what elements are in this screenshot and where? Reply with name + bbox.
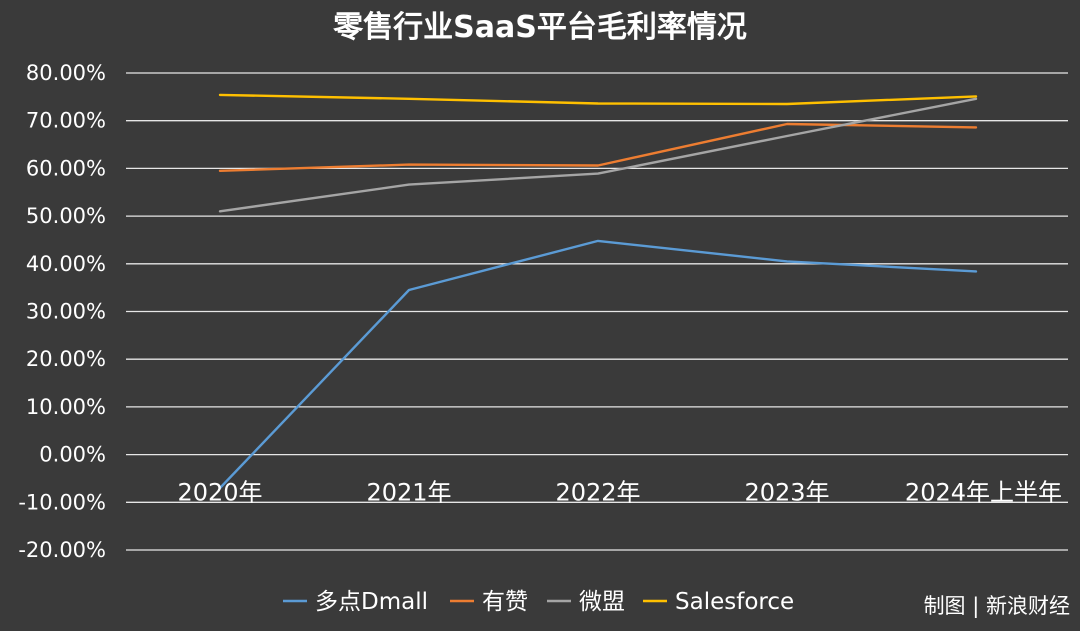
x-tick-label: 2021年 [366, 479, 451, 507]
x-axis-tick-labels: 2020年 2021年 2022年 2023年 2024年上半年 [177, 479, 1062, 507]
series-line-3 [218, 93, 978, 106]
chart-title: 零售行业SaaS平台毛利率情况 [333, 10, 747, 45]
series-lines [218, 93, 978, 490]
y-tick-label: 30.00% [26, 300, 106, 324]
x-tick-label: 2022年 [555, 479, 640, 507]
y-tick-label: 20.00% [26, 347, 106, 371]
credit-text: 制图 | 新浪财经 [924, 594, 1070, 619]
y-tick-label: -20.00% [18, 538, 106, 562]
legend-label-0: 多点Dmall [315, 589, 428, 615]
gridlines [126, 72, 1068, 551]
series-line-0 [218, 239, 978, 490]
y-tick-label: -10.00% [18, 490, 106, 514]
y-axis-tick-labels: -20.00% -10.00% 0.00% 10.00% 20.00% 30.00% 40.… [18, 61, 106, 562]
y-tick-label: 50.00% [26, 204, 106, 228]
legend-label-3: Salesforce [675, 589, 794, 615]
y-tick-label: 60.00% [26, 156, 106, 180]
y-tick-label: 80.00% [26, 61, 106, 85]
x-tick-label: 2020年 [177, 479, 262, 507]
x-tick-label: 2024年上半年 [905, 479, 1062, 507]
y-tick-label: 40.00% [26, 252, 106, 276]
legend: 多点Dmall 有赞 微盟 Salesforce [283, 589, 794, 615]
y-tick-label: 70.00% [26, 109, 106, 133]
legend-label-1: 有赞 [482, 589, 528, 615]
legend-label-2: 微盟 [579, 589, 625, 615]
series-line-1 [218, 122, 978, 173]
y-tick-label: 0.00% [39, 443, 106, 467]
y-tick-label: 10.00% [26, 395, 106, 419]
x-tick-label: 2023年 [744, 479, 829, 507]
series-line-2 [218, 97, 978, 213]
